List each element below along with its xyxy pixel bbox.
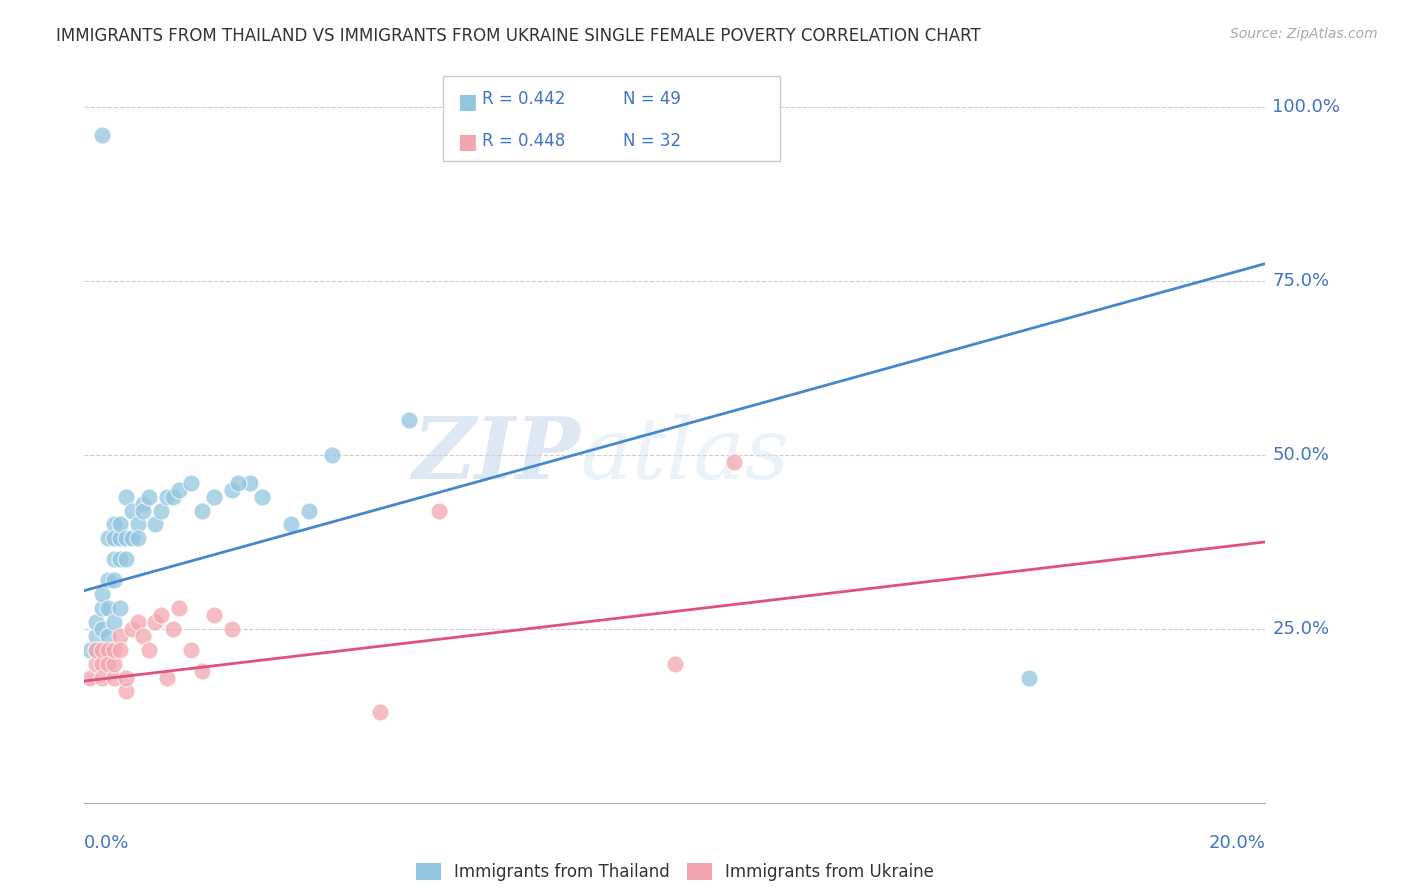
Point: [298, 503, 321, 517]
Point: [114, 552, 136, 566]
Point: [427, 503, 450, 517]
Point: [280, 517, 302, 532]
Point: [84, 629, 107, 643]
Point: [132, 629, 155, 643]
Point: [138, 642, 160, 657]
Point: [191, 503, 214, 517]
Text: N = 49: N = 49: [623, 90, 681, 108]
Point: [84, 657, 107, 671]
Point: [97, 642, 120, 657]
Text: 20.0%: 20.0%: [1209, 834, 1265, 852]
Point: [103, 642, 125, 657]
Point: [723, 455, 745, 469]
Point: [167, 483, 190, 497]
Point: [202, 490, 225, 504]
Point: [250, 490, 273, 504]
Point: [114, 532, 136, 546]
Point: [132, 497, 155, 511]
Point: [108, 601, 131, 615]
Text: Source: ZipAtlas.com: Source: ZipAtlas.com: [1230, 27, 1378, 41]
Point: [103, 532, 125, 546]
Point: [103, 657, 125, 671]
Text: R = 0.448: R = 0.448: [482, 132, 565, 150]
Legend: Immigrants from Thailand, Immigrants from Ukraine: Immigrants from Thailand, Immigrants fro…: [409, 856, 941, 888]
Point: [156, 490, 179, 504]
Point: [221, 622, 243, 636]
Point: [114, 684, 136, 698]
Text: 50.0%: 50.0%: [1272, 446, 1329, 464]
Text: 25.0%: 25.0%: [1272, 620, 1330, 638]
Point: [103, 615, 125, 629]
Point: [143, 517, 166, 532]
Point: [132, 503, 155, 517]
Text: 0.0%: 0.0%: [84, 834, 129, 852]
Point: [91, 642, 114, 657]
Point: [121, 622, 143, 636]
Point: [84, 642, 107, 657]
Point: [97, 657, 120, 671]
Point: [239, 475, 262, 490]
Point: [398, 413, 420, 427]
Point: [180, 475, 202, 490]
Point: [121, 503, 143, 517]
Point: [180, 642, 202, 657]
Point: [368, 706, 391, 720]
Point: [138, 490, 160, 504]
Text: 75.0%: 75.0%: [1272, 272, 1330, 290]
Point: [114, 671, 136, 685]
Point: [84, 642, 107, 657]
Point: [97, 629, 120, 643]
Point: [103, 671, 125, 685]
Point: [143, 615, 166, 629]
Point: [108, 629, 131, 643]
Text: N = 32: N = 32: [623, 132, 681, 150]
Point: [84, 615, 107, 629]
Point: [127, 615, 149, 629]
Point: [1018, 671, 1040, 685]
Point: [114, 490, 136, 504]
Text: ■: ■: [457, 132, 477, 152]
Point: [226, 475, 249, 490]
Point: [108, 532, 131, 546]
Text: ■: ■: [457, 92, 477, 112]
Point: [167, 601, 190, 615]
Point: [103, 573, 125, 587]
Point: [103, 552, 125, 566]
Point: [91, 642, 114, 657]
Point: [79, 642, 101, 657]
Point: [191, 664, 214, 678]
Point: [121, 532, 143, 546]
Point: [103, 517, 125, 532]
Text: 100.0%: 100.0%: [1272, 98, 1340, 116]
Point: [150, 503, 173, 517]
Point: [321, 448, 343, 462]
Point: [156, 671, 179, 685]
Point: [97, 573, 120, 587]
Point: [91, 587, 114, 601]
Point: [162, 490, 184, 504]
Point: [162, 622, 184, 636]
Point: [91, 657, 114, 671]
Point: [127, 517, 149, 532]
Point: [108, 517, 131, 532]
Point: [127, 532, 149, 546]
Point: [108, 552, 131, 566]
Point: [97, 532, 120, 546]
Point: [91, 128, 114, 142]
Text: atlas: atlas: [581, 414, 790, 496]
Point: [97, 601, 120, 615]
Point: [221, 483, 243, 497]
Point: [664, 657, 686, 671]
Point: [91, 671, 114, 685]
Point: [91, 601, 114, 615]
Point: [108, 642, 131, 657]
Text: ZIP: ZIP: [412, 413, 581, 497]
Point: [91, 622, 114, 636]
Point: [150, 607, 173, 622]
Text: IMMIGRANTS FROM THAILAND VS IMMIGRANTS FROM UKRAINE SINGLE FEMALE POVERTY CORREL: IMMIGRANTS FROM THAILAND VS IMMIGRANTS F…: [56, 27, 981, 45]
Text: R = 0.442: R = 0.442: [482, 90, 565, 108]
Point: [202, 607, 225, 622]
Point: [79, 671, 101, 685]
